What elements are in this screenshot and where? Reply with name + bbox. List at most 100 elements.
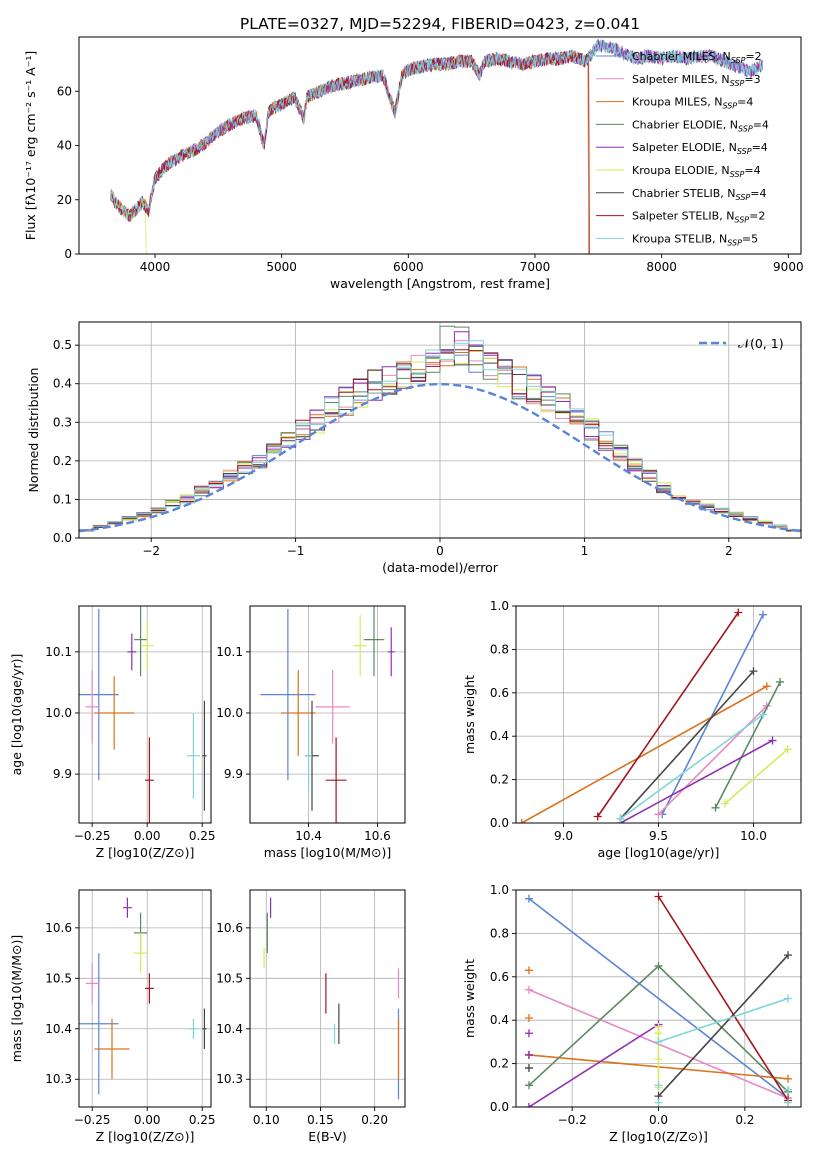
axes-frame (78, 605, 212, 824)
weight-marker (759, 610, 767, 619)
axes-frame (249, 889, 406, 1108)
x-tick-label: 4000 (140, 260, 171, 274)
panel-mass_vs_Z: −0.25 0.00 0.25 10.3 10.4 10.5 10.6 Z [log10(Z/… (9, 889, 216, 1144)
weight-marker (749, 667, 758, 676)
weight-marker (517, 819, 526, 823)
panel-spectrum: 4000 5000 6000 7000 8000 9000 0 20 40 60 wavelengt… (23, 36, 804, 291)
x-axis-label: mass [log10(M/M⊙)] (264, 845, 392, 860)
weight-marker (759, 710, 767, 719)
y-tick-label: 0.2 (53, 454, 72, 468)
weight-marker (593, 812, 602, 821)
x-tick-label: −0.25 (74, 829, 111, 843)
weight-line-0 (528, 898, 789, 1099)
y-tick-label: 1.0 (490, 599, 509, 613)
weight-marker (734, 608, 743, 617)
y-tick-label: 10.3 (216, 1072, 243, 1086)
weight-line-4 (528, 1023, 659, 1107)
y-tick-label: 60 (57, 84, 72, 98)
weight-marker (654, 1055, 663, 1064)
y-tick-label: 10.5 (216, 971, 243, 985)
y-axis-label: mass [log10(M/M⊙)] (9, 935, 24, 1063)
x-tick-label: 10.4 (295, 829, 322, 843)
x-axis-label: wavelength [Angstrom, rest frame] (330, 276, 550, 291)
weight-marker (524, 1081, 533, 1090)
legend-label-8: Kroupa STELIB, NSSP=5 (632, 232, 758, 247)
x-tick-label: 0.2 (735, 1113, 754, 1127)
figure-title: PLATE=0327, MJD=52294, FIBERID=0423, z=0… (240, 15, 640, 33)
y-tick-label: 20 (57, 193, 72, 207)
x-tick-label: 10.0 (740, 829, 767, 843)
plot-area (79, 325, 801, 533)
x-tick-label: 2 (725, 544, 733, 558)
y-tick-label: 10.0 (216, 706, 243, 720)
y-tick-label: 0.0 (490, 1100, 509, 1114)
y-axis-label: mass weight (462, 959, 477, 1038)
y-axis-label: mass weight (462, 675, 477, 754)
plot-area (517, 608, 792, 823)
x-axis-label: (data-model)/error (382, 560, 499, 575)
x-tick-label: 10.6 (364, 829, 391, 843)
x-tick-label: −0.2 (558, 1113, 587, 1127)
plot-area (524, 892, 793, 1107)
gaussian-curve (79, 382, 801, 533)
y-tick-label: 10.4 (216, 1022, 243, 1036)
x-tick-label: 0.15 (307, 1113, 334, 1127)
x-axis-label: Z [log10(Z/Z⊙)] (96, 845, 195, 860)
y-tick-label: 0.2 (490, 1057, 509, 1071)
x-axis-label: age [log10(age/yr)] (598, 845, 720, 860)
weight-line-7 (657, 896, 789, 1101)
panel-massweight_vs_Z: −0.2 0.0 0.2 0.0 0.2 0.4 0.6 0.8 1.0 Z [log10(Z/Z… (462, 883, 802, 1144)
y-tick-label: 0.5 (53, 338, 72, 352)
x-tick-label: 0.00 (134, 829, 161, 843)
legend-label-5: Kroupa ELODIE, NSSP=4 (632, 164, 761, 179)
weight-marker (524, 1103, 533, 1107)
x-tick-label: 0.0 (649, 1113, 668, 1127)
legend-label-0: Chabrier MILES, NSSP=2 (632, 50, 762, 65)
plot-area (260, 606, 395, 823)
y-tick-label: 0.0 (490, 816, 509, 830)
weight-marker (784, 1085, 793, 1094)
legend-label-4: Salpeter ELODIE, NSSP=4 (632, 141, 768, 156)
legend-label-2: Kroupa MILES, NSSP=4 (632, 96, 753, 111)
weight-line-6 (657, 954, 789, 1097)
weight-marker (762, 682, 771, 691)
x-axis-label: Z [log10(Z/Z⊙)] (609, 1129, 708, 1144)
panel-age_vs_mass: 10.4 10.6 9.9 10.0 10.1 mass [log10(M/M⊙)] (216, 605, 406, 860)
panel-residual_hist: −2 −1 0 1 2 0.0 0.1 0.2 0.3 0.4 0.5 (data-model)/er… (26, 321, 802, 575)
legend-label-3: Chabrier ELODIE, NSSP=4 (632, 118, 769, 133)
x-tick-label: −2 (142, 544, 160, 558)
weight-line-5 (724, 748, 789, 805)
weight-marker (654, 961, 663, 970)
x-tick-label: 7000 (520, 260, 551, 274)
weight-marker (721, 799, 729, 808)
x-tick-label: 0.25 (189, 829, 216, 843)
plot-area (79, 606, 207, 823)
y-tick-label: 0.0 (53, 531, 72, 545)
legend-label-6: Chabrier STELIB, NSSP=4 (632, 187, 766, 202)
weight-line-8 (620, 713, 764, 820)
weight-marker (784, 1074, 793, 1083)
y-tick-label: 1.0 (490, 883, 509, 897)
weight-marker (524, 1014, 533, 1023)
spectrum-line-4 (110, 39, 764, 223)
x-tick-label: 6000 (393, 260, 424, 274)
weight-marker (524, 894, 533, 903)
y-tick-label: 40 (57, 139, 72, 153)
y-tick-label: 10.0 (45, 706, 72, 720)
x-tick-label: 0.10 (253, 1113, 280, 1127)
x-tick-label: 9000 (773, 260, 804, 274)
y-tick-label: 0.8 (490, 642, 509, 656)
x-tick-label: 0 (436, 544, 444, 558)
panel-massweight_vs_age: 9.0 9.5 10.0 0.0 0.2 0.4 0.6 0.8 1.0 age [log10(a… (462, 599, 802, 860)
weight-marker (784, 951, 793, 960)
x-axis-label: E(B-V) (308, 1129, 347, 1144)
weight-marker (654, 1029, 663, 1038)
legend-label-7: Salpeter STELIB, NSSP=2 (632, 210, 765, 225)
y-axis-label: age [log10(age/yr)] (9, 654, 24, 776)
panel-age_vs_Z: −0.25 0.00 0.25 9.9 10.0 10.1 Z [log10(Z/Z⊙)] a… (9, 605, 216, 860)
y-axis-label: Normed distribution (26, 368, 41, 493)
weight-line-7 (597, 612, 739, 817)
axes-frame (249, 605, 406, 824)
plot-area (263, 897, 400, 1100)
